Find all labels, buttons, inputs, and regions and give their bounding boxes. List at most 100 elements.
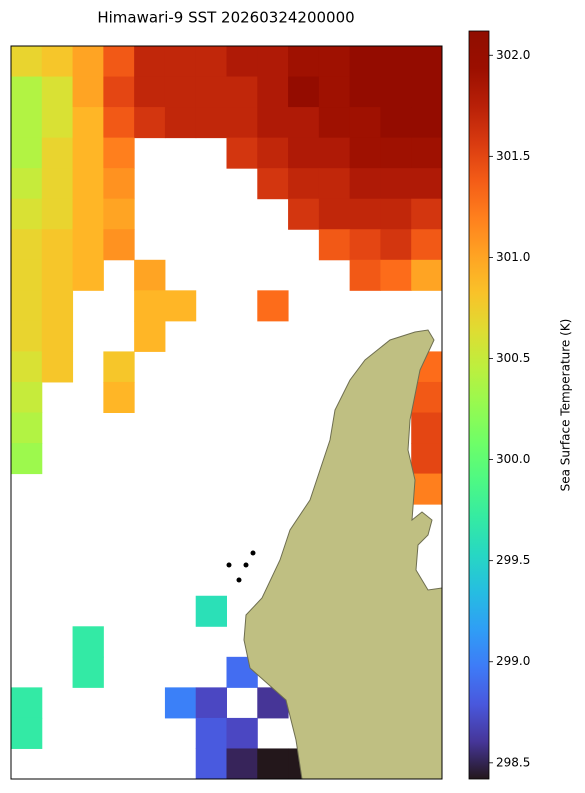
sst-cell (380, 137, 412, 169)
sst-cell (411, 76, 442, 108)
sst-cell (288, 137, 320, 169)
sst-cell (349, 76, 381, 108)
sst-cell (257, 748, 289, 779)
colorbar-tick-label: 300.0 (496, 452, 530, 466)
sst-cell (41, 107, 74, 139)
sst-cell (318, 46, 351, 78)
sst-cell (195, 748, 227, 779)
dot (250, 550, 256, 556)
sst-cell (380, 259, 412, 291)
sst-cell (41, 259, 74, 291)
map-frame (10, 45, 443, 780)
sst-cell (318, 76, 351, 108)
sst-cell (411, 46, 442, 78)
sst-cell (349, 107, 381, 139)
sst-cell (380, 46, 412, 78)
sst-cell (72, 656, 104, 688)
sst-cell (226, 46, 258, 78)
sst-cell (318, 198, 351, 230)
sst-cell (411, 229, 442, 261)
sst-cell (103, 229, 135, 261)
sst-cell (11, 351, 43, 383)
sst-cell (411, 259, 442, 291)
colorbar-label: Sea Surface Temperature (K) (559, 319, 573, 492)
sst-cell (257, 290, 289, 322)
sst-cell (318, 168, 351, 200)
sst-cell (257, 107, 289, 139)
sst-cell (11, 412, 43, 444)
sst-cell (103, 137, 135, 169)
sst-cell (72, 259, 104, 291)
sst-cell (195, 717, 227, 749)
sst-cell (164, 46, 197, 78)
sst-cell (380, 107, 412, 139)
sst-cell (41, 229, 74, 261)
sst-cell (164, 290, 197, 322)
sst-cell (349, 168, 381, 200)
colorbar-tick-label: 298.5 (496, 755, 530, 769)
sst-cell (411, 473, 442, 505)
sst-cell (72, 107, 104, 139)
sst-cell (164, 76, 197, 108)
sst-cell (318, 229, 351, 261)
sst-cell (72, 76, 104, 108)
sst-cell (11, 137, 43, 169)
sst-cell (318, 137, 351, 169)
sst-cell (41, 290, 74, 322)
sst-cell (41, 168, 74, 200)
sst-cell (349, 198, 381, 230)
sst-cell (134, 320, 166, 352)
sst-cell (41, 198, 74, 230)
sst-cell (11, 290, 43, 322)
sst-cell (11, 320, 43, 352)
sst-cell (11, 259, 43, 291)
sst-cell (72, 229, 104, 261)
sst-cell (11, 76, 43, 108)
sst-cell (195, 107, 227, 139)
colorbar-tick-label: 302.0 (496, 48, 530, 62)
sst-cell (226, 717, 258, 749)
sst-field (11, 46, 442, 779)
colorbar-tick-label: 301.5 (496, 149, 530, 163)
sst-cell (411, 168, 442, 200)
sst-cell (11, 381, 43, 413)
sst-cell (11, 229, 43, 261)
sst-cell (411, 137, 442, 169)
sst-cell (318, 107, 351, 139)
sst-cell (134, 76, 166, 108)
sst-cell (288, 76, 320, 108)
sst-cell (134, 290, 166, 322)
sst-cell (411, 198, 442, 230)
colorbar-tick-label: 300.5 (496, 351, 530, 365)
sst-cell (72, 168, 104, 200)
sst-cell (134, 259, 166, 291)
sst-cell (103, 351, 135, 383)
sst-cell (257, 137, 289, 169)
sst-cell (103, 76, 135, 108)
sst-cell (11, 717, 43, 749)
sst-cell (349, 259, 381, 291)
sst-cell (103, 46, 135, 78)
sst-cell (41, 320, 74, 352)
chart-title: Himawari-9 SST 20260324200000 (97, 9, 354, 27)
sst-cell (11, 107, 43, 139)
dot (236, 577, 242, 583)
sst-cell (257, 168, 289, 200)
dot (226, 562, 232, 568)
sst-cell (11, 198, 43, 230)
sst-cell (164, 687, 197, 719)
sst-cell (257, 46, 289, 78)
sst-cell (72, 626, 104, 658)
sst-cell (288, 46, 320, 78)
sst-cell (195, 595, 227, 627)
sst-cell (195, 687, 227, 719)
sst-cell (257, 76, 289, 108)
sst-cell (11, 687, 43, 719)
sst-cell (11, 168, 43, 200)
sst-cell (134, 46, 166, 78)
sst-cell (134, 107, 166, 139)
sst-cell (380, 229, 412, 261)
station-dots (226, 550, 256, 583)
